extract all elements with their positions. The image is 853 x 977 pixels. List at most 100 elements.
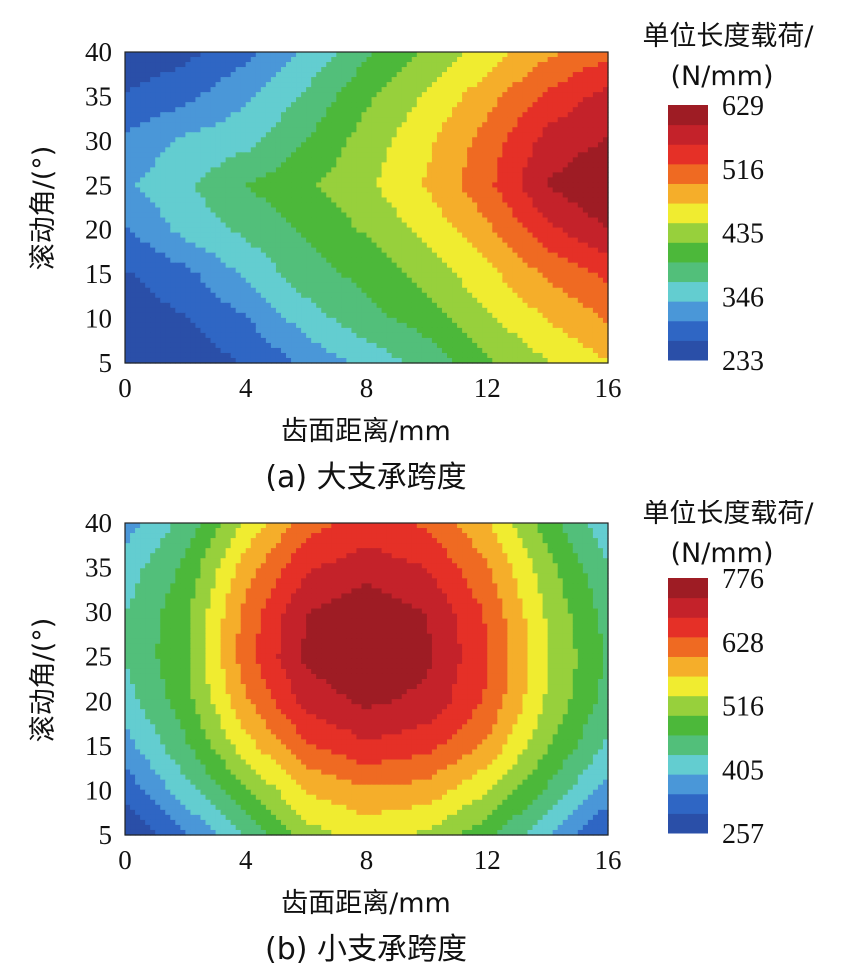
- contour-cell: [336, 137, 342, 143]
- contour-cell: [457, 137, 463, 143]
- contour-cell: [366, 287, 373, 294]
- contour-cell: [145, 97, 151, 103]
- contour-cell: [557, 287, 564, 294]
- contour-cell: [250, 257, 257, 264]
- contour-cell: [255, 222, 262, 229]
- contour-cell: [296, 87, 302, 93]
- contour-cell: [472, 287, 478, 294]
- contour-cell: [326, 127, 332, 133]
- contour-cell: [587, 237, 594, 244]
- contour-cell: [235, 97, 242, 103]
- contour-cell: [557, 112, 564, 118]
- contour-cell: [366, 282, 373, 289]
- contour-cell: [215, 297, 222, 304]
- contour-cell: [497, 247, 503, 254]
- contour-cell: [361, 252, 368, 259]
- contour-cell: [190, 77, 197, 83]
- contour-cell: [602, 192, 609, 199]
- contour-cell: [351, 227, 358, 234]
- contour-cell: [316, 152, 322, 158]
- contour-cell: [452, 62, 458, 68]
- contour-cell: [150, 182, 156, 189]
- contour-cell: [180, 187, 186, 194]
- contour-cell: [185, 162, 192, 168]
- contour-cell: [416, 127, 423, 133]
- contour-cell: [602, 117, 609, 123]
- contour-cell: [160, 212, 166, 219]
- contour-cell: [286, 107, 292, 113]
- contour-cell: [220, 57, 227, 63]
- contour-cell: [225, 197, 232, 204]
- contour-cell: [346, 107, 353, 113]
- contour-cell: [602, 237, 609, 244]
- contour-cell: [316, 132, 322, 138]
- contour-cell: [477, 72, 483, 78]
- contour-cell: [150, 287, 156, 294]
- contour-cell: [165, 122, 171, 128]
- contour-cell: [381, 232, 388, 239]
- contour-cell: [155, 282, 161, 289]
- contour-cell: [542, 232, 549, 239]
- contour-cell: [487, 137, 493, 143]
- contour-cell: [165, 77, 171, 83]
- contour-cell: [527, 67, 534, 73]
- contour-cell: [396, 287, 403, 294]
- contour-cell: [195, 257, 202, 264]
- contour-cell: [436, 97, 443, 103]
- contour-cell: [497, 272, 503, 279]
- contour-cell: [391, 87, 398, 93]
- contour-cell: [577, 57, 584, 63]
- contour-cell: [230, 307, 237, 314]
- contour-cell: [426, 87, 433, 93]
- contour-cell: [215, 282, 222, 289]
- contour-cell: [301, 297, 307, 304]
- contour-cell: [145, 242, 151, 249]
- contour-cell: [250, 192, 257, 199]
- contour-cell: [245, 282, 252, 289]
- contour-cell: [381, 127, 388, 133]
- contour-cell: [155, 87, 161, 93]
- contour-cell: [396, 112, 403, 118]
- contour-cell: [547, 232, 554, 239]
- contour-cell: [487, 147, 493, 153]
- contour-cell: [326, 242, 332, 249]
- contour-cell: [225, 157, 232, 163]
- contour-cell: [406, 182, 413, 189]
- contour-cell: [255, 132, 262, 138]
- contour-cell: [150, 227, 156, 234]
- contour-cell: [225, 252, 232, 259]
- contour-cell: [592, 117, 599, 123]
- contour-cell: [507, 67, 514, 73]
- contour-cell: [487, 237, 493, 244]
- contour-cell: [552, 82, 559, 88]
- contour-cell: [180, 262, 186, 269]
- contour-cell: [225, 302, 232, 309]
- contour-cell: [406, 72, 413, 78]
- contour-cell: [462, 252, 468, 259]
- contour-cell: [255, 92, 262, 98]
- contour-cell: [135, 112, 141, 118]
- contour-cell: [371, 227, 378, 234]
- contour-cell: [532, 87, 539, 93]
- contour-cell: [245, 287, 252, 294]
- contour-cell: [326, 157, 332, 163]
- contour-cell: [482, 202, 488, 209]
- contour-cell: [190, 157, 197, 163]
- contour-cell: [140, 227, 146, 234]
- contour-cell: [125, 147, 131, 153]
- contour-cell: [150, 197, 156, 204]
- contour-cell: [421, 102, 428, 108]
- contour-cell: [245, 167, 252, 173]
- contour-cell: [215, 62, 222, 68]
- contour-cell: [195, 182, 202, 189]
- contour-cell: [441, 277, 448, 284]
- contour-cell: [160, 197, 166, 204]
- contour-cell: [200, 197, 207, 204]
- contour-cell: [280, 232, 287, 239]
- contour-cell: [331, 267, 337, 274]
- contour-cell: [255, 212, 262, 219]
- contour-cell: [502, 302, 508, 309]
- contour-cell: [220, 172, 227, 179]
- contour-cell: [411, 292, 418, 299]
- contour-cell: [165, 132, 171, 138]
